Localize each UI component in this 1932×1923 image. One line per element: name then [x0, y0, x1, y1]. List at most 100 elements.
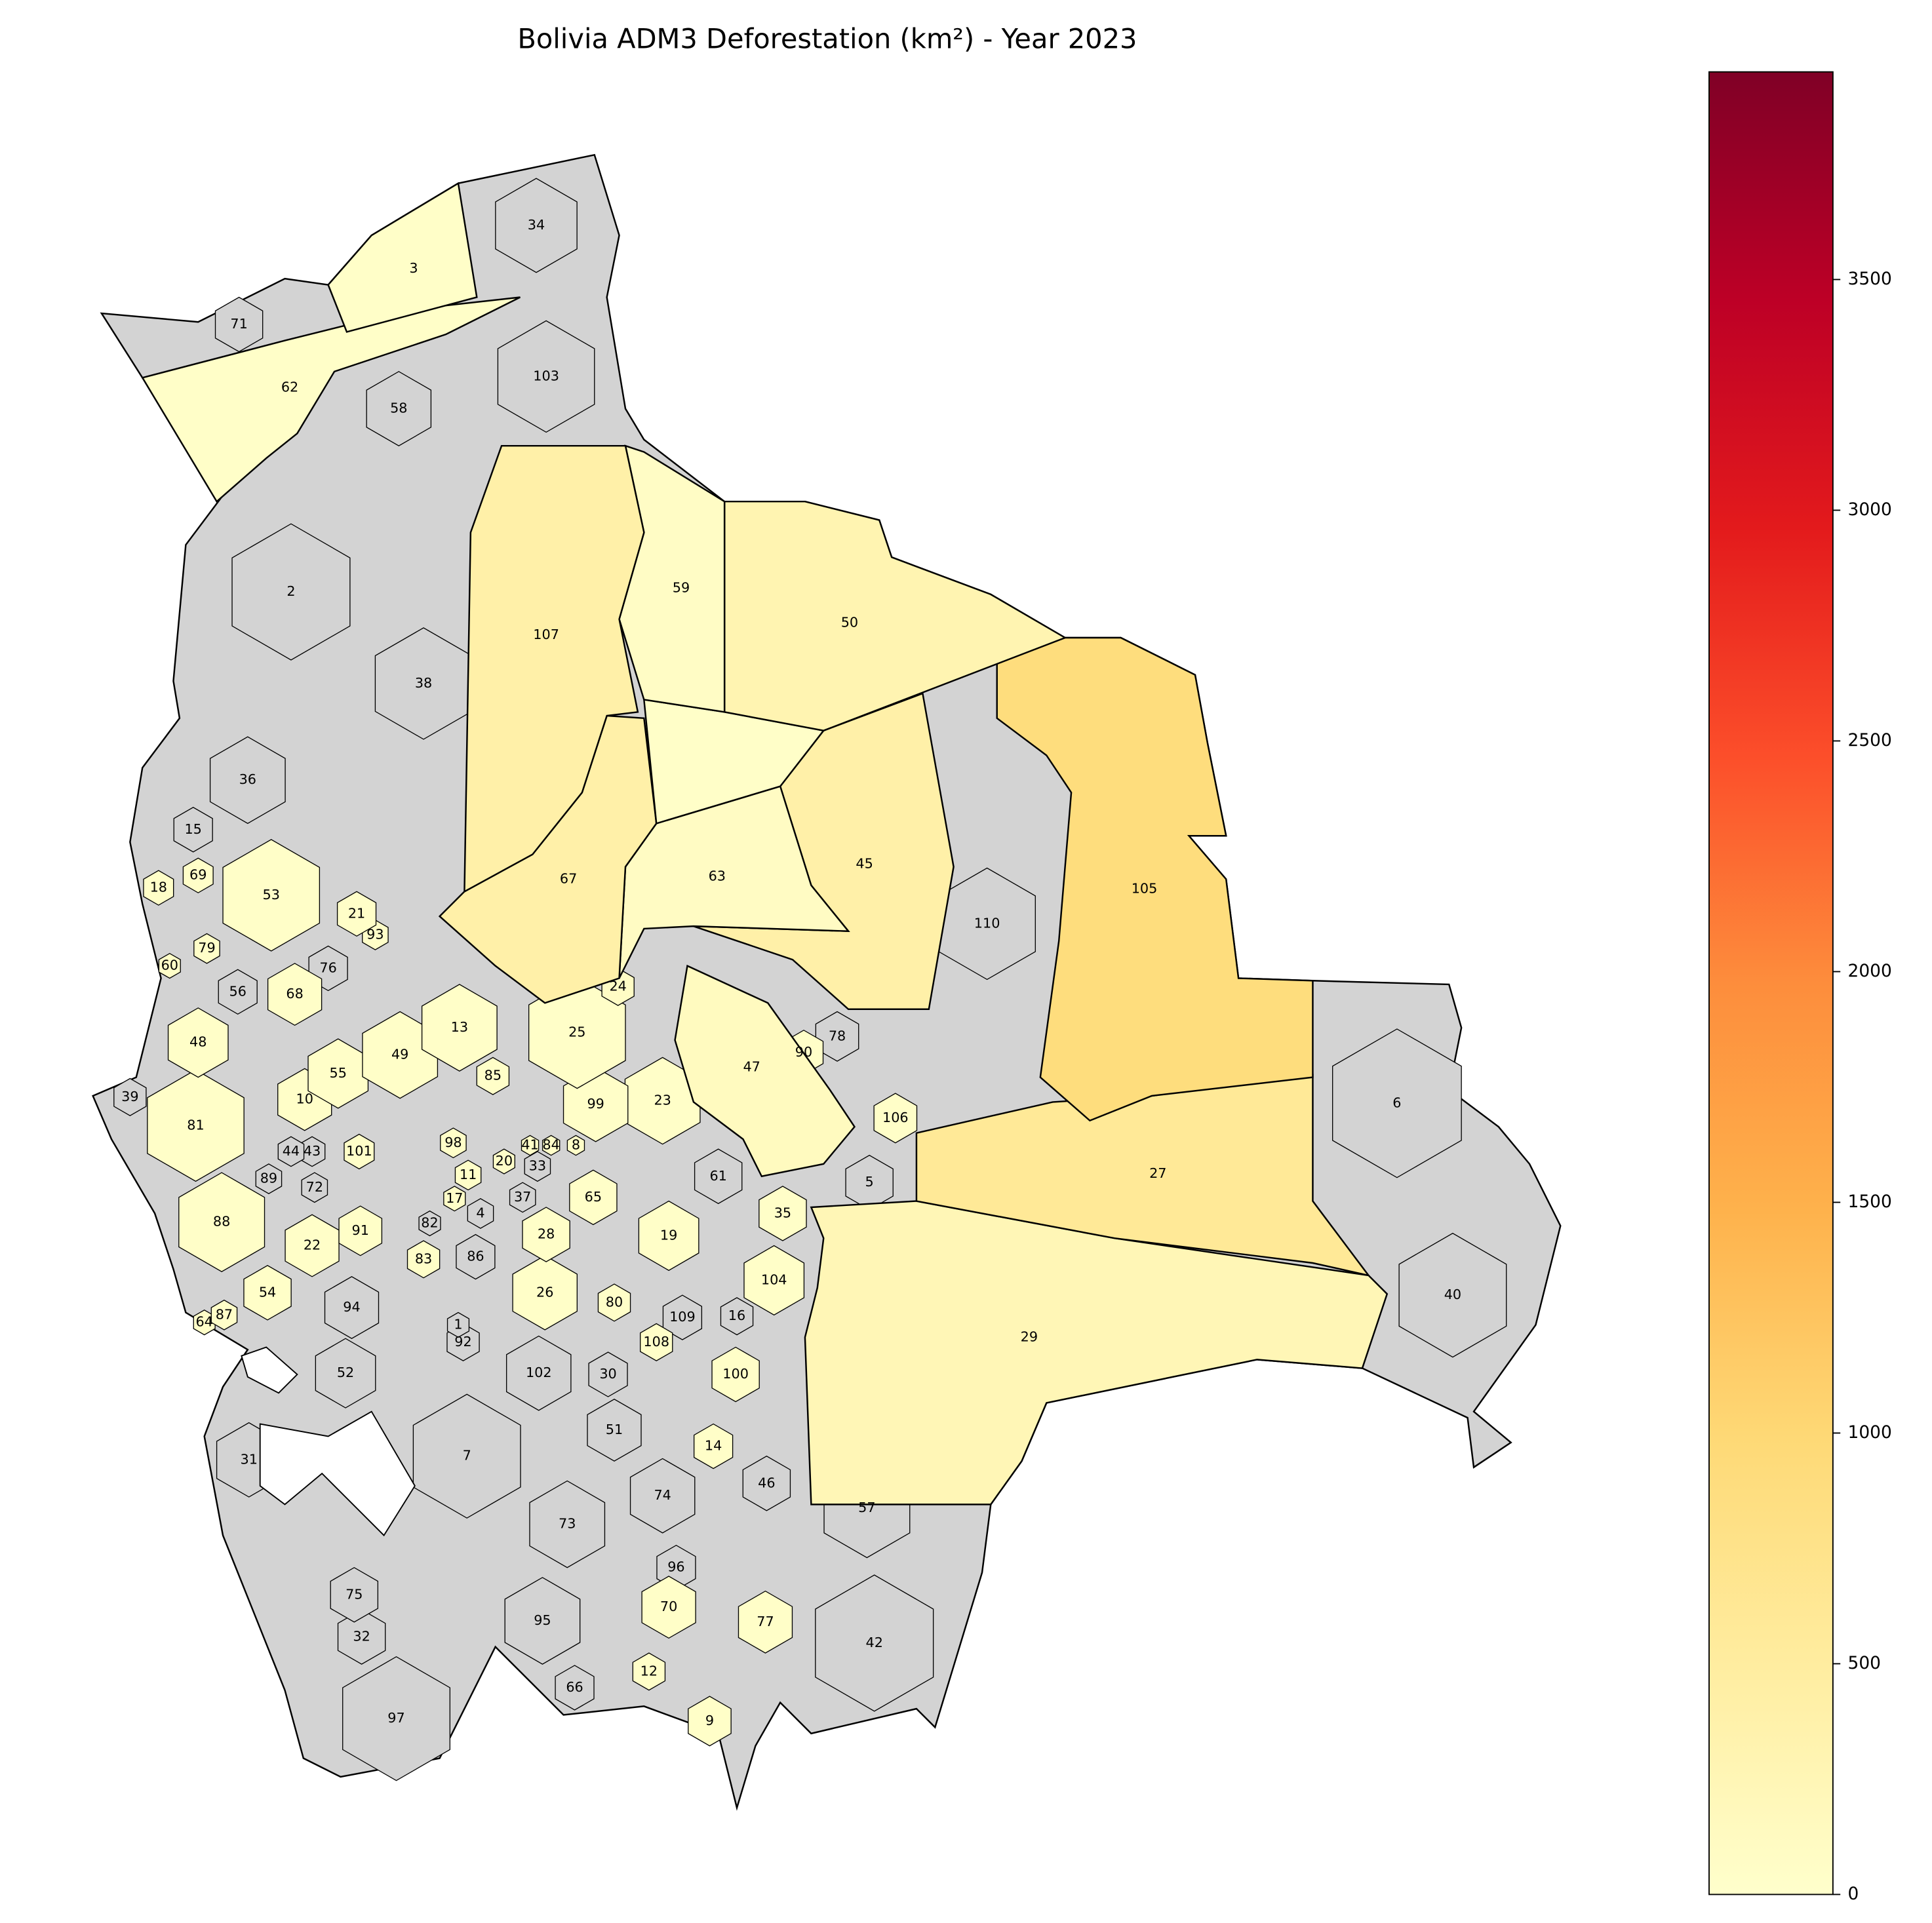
region: [338, 1205, 383, 1256]
region-label: 13: [451, 1019, 468, 1035]
region-label: 24: [609, 979, 626, 994]
region-label: 103: [533, 368, 559, 383]
region-label: 25: [568, 1024, 585, 1040]
region: [476, 1057, 510, 1095]
region-label: 105: [1132, 880, 1158, 896]
region-label: 80: [606, 1294, 623, 1310]
region-label: 75: [345, 1586, 363, 1602]
region-label: 102: [526, 1365, 552, 1380]
region: [210, 1299, 238, 1331]
region-label: 44: [283, 1143, 300, 1159]
region-label: 87: [216, 1306, 233, 1322]
region-label: 16: [728, 1308, 745, 1323]
region: [711, 1346, 760, 1403]
region-label: 91: [352, 1222, 369, 1238]
region-label: 18: [150, 880, 167, 895]
region-label: 60: [161, 958, 178, 973]
region-label: 28: [538, 1226, 555, 1242]
region: [629, 1458, 696, 1534]
region-label: 106: [882, 1110, 909, 1125]
region-label: 110: [974, 915, 1000, 931]
colorbar-tick-label: 1500: [1848, 1192, 1892, 1212]
region: [522, 1207, 570, 1262]
region-label: 35: [774, 1205, 791, 1220]
region-label: 17: [446, 1190, 463, 1206]
colorbar-tick-label: 0: [1848, 1884, 1859, 1904]
region: [406, 1240, 441, 1279]
region: [1398, 1232, 1507, 1358]
region-label: 108: [643, 1334, 669, 1350]
colorbar: [1708, 71, 1834, 1895]
colorbar-tick-label: 3500: [1848, 269, 1892, 289]
region-label: 19: [660, 1227, 677, 1243]
region-label: 71: [230, 316, 247, 332]
region-label: 63: [709, 868, 726, 884]
region: [182, 857, 214, 893]
region-label: 107: [533, 627, 559, 642]
region-label: 95: [534, 1612, 551, 1628]
region-label: 83: [415, 1251, 432, 1266]
region: [301, 1172, 328, 1203]
region: [738, 1590, 793, 1654]
region-label: 45: [856, 856, 873, 872]
region: [495, 178, 578, 273]
region-label: 90: [795, 1044, 812, 1060]
region-label: 72: [306, 1179, 323, 1195]
region: [497, 320, 595, 433]
region-label: 92: [454, 1334, 471, 1350]
region-label: 37: [514, 1189, 531, 1205]
region: [504, 1577, 581, 1665]
region: [421, 984, 498, 1072]
region: [512, 1254, 578, 1331]
region-label: 59: [673, 579, 690, 595]
region-label: 5: [865, 1174, 874, 1190]
region: [528, 976, 626, 1089]
region-label: 30: [599, 1366, 616, 1382]
region-label: 99: [587, 1096, 604, 1112]
region: [147, 1069, 245, 1182]
region: [267, 963, 323, 1026]
region-label: 94: [343, 1299, 360, 1315]
region-label: 32: [353, 1629, 370, 1644]
region: [662, 1294, 703, 1340]
colorbar-ticks: 0 500 1000 1500 2000 2500 3000 3500: [1832, 269, 1892, 1904]
region-label: 76: [319, 960, 336, 975]
region: [443, 1186, 466, 1212]
region-label: 98: [444, 1135, 462, 1150]
region-label: 74: [654, 1487, 671, 1503]
region: [509, 1182, 536, 1213]
region: [315, 1338, 376, 1408]
region: [492, 1148, 515, 1175]
region-label: 40: [1444, 1287, 1461, 1302]
region-label: 42: [865, 1635, 882, 1650]
region-label: 1: [454, 1316, 462, 1332]
region-label: 4: [476, 1205, 484, 1220]
region: [446, 1311, 470, 1338]
region: [815, 1574, 934, 1712]
region-label: 57: [858, 1500, 875, 1515]
region-label: 70: [660, 1599, 677, 1614]
colorbar-tick-label: 2000: [1848, 961, 1892, 981]
region-label: 43: [304, 1143, 321, 1159]
region-label: 23: [654, 1093, 671, 1108]
region: [277, 1136, 305, 1167]
region: [641, 1576, 696, 1639]
region: [178, 1172, 266, 1272]
region-label: 96: [667, 1559, 684, 1575]
region-label: 51: [606, 1422, 623, 1437]
region: [324, 1276, 380, 1339]
region: [638, 1200, 700, 1272]
region-label: 58: [390, 400, 407, 416]
region: [873, 1093, 918, 1144]
region: [337, 1609, 386, 1665]
region-label: 79: [198, 940, 215, 956]
region-label: 78: [829, 1028, 846, 1043]
region: [336, 891, 377, 937]
region: [555, 1665, 595, 1711]
region-label: 34: [528, 217, 545, 233]
region: [693, 1423, 734, 1469]
region-label: 66: [566, 1679, 583, 1695]
region: [566, 1135, 585, 1156]
region: [542, 1135, 561, 1156]
